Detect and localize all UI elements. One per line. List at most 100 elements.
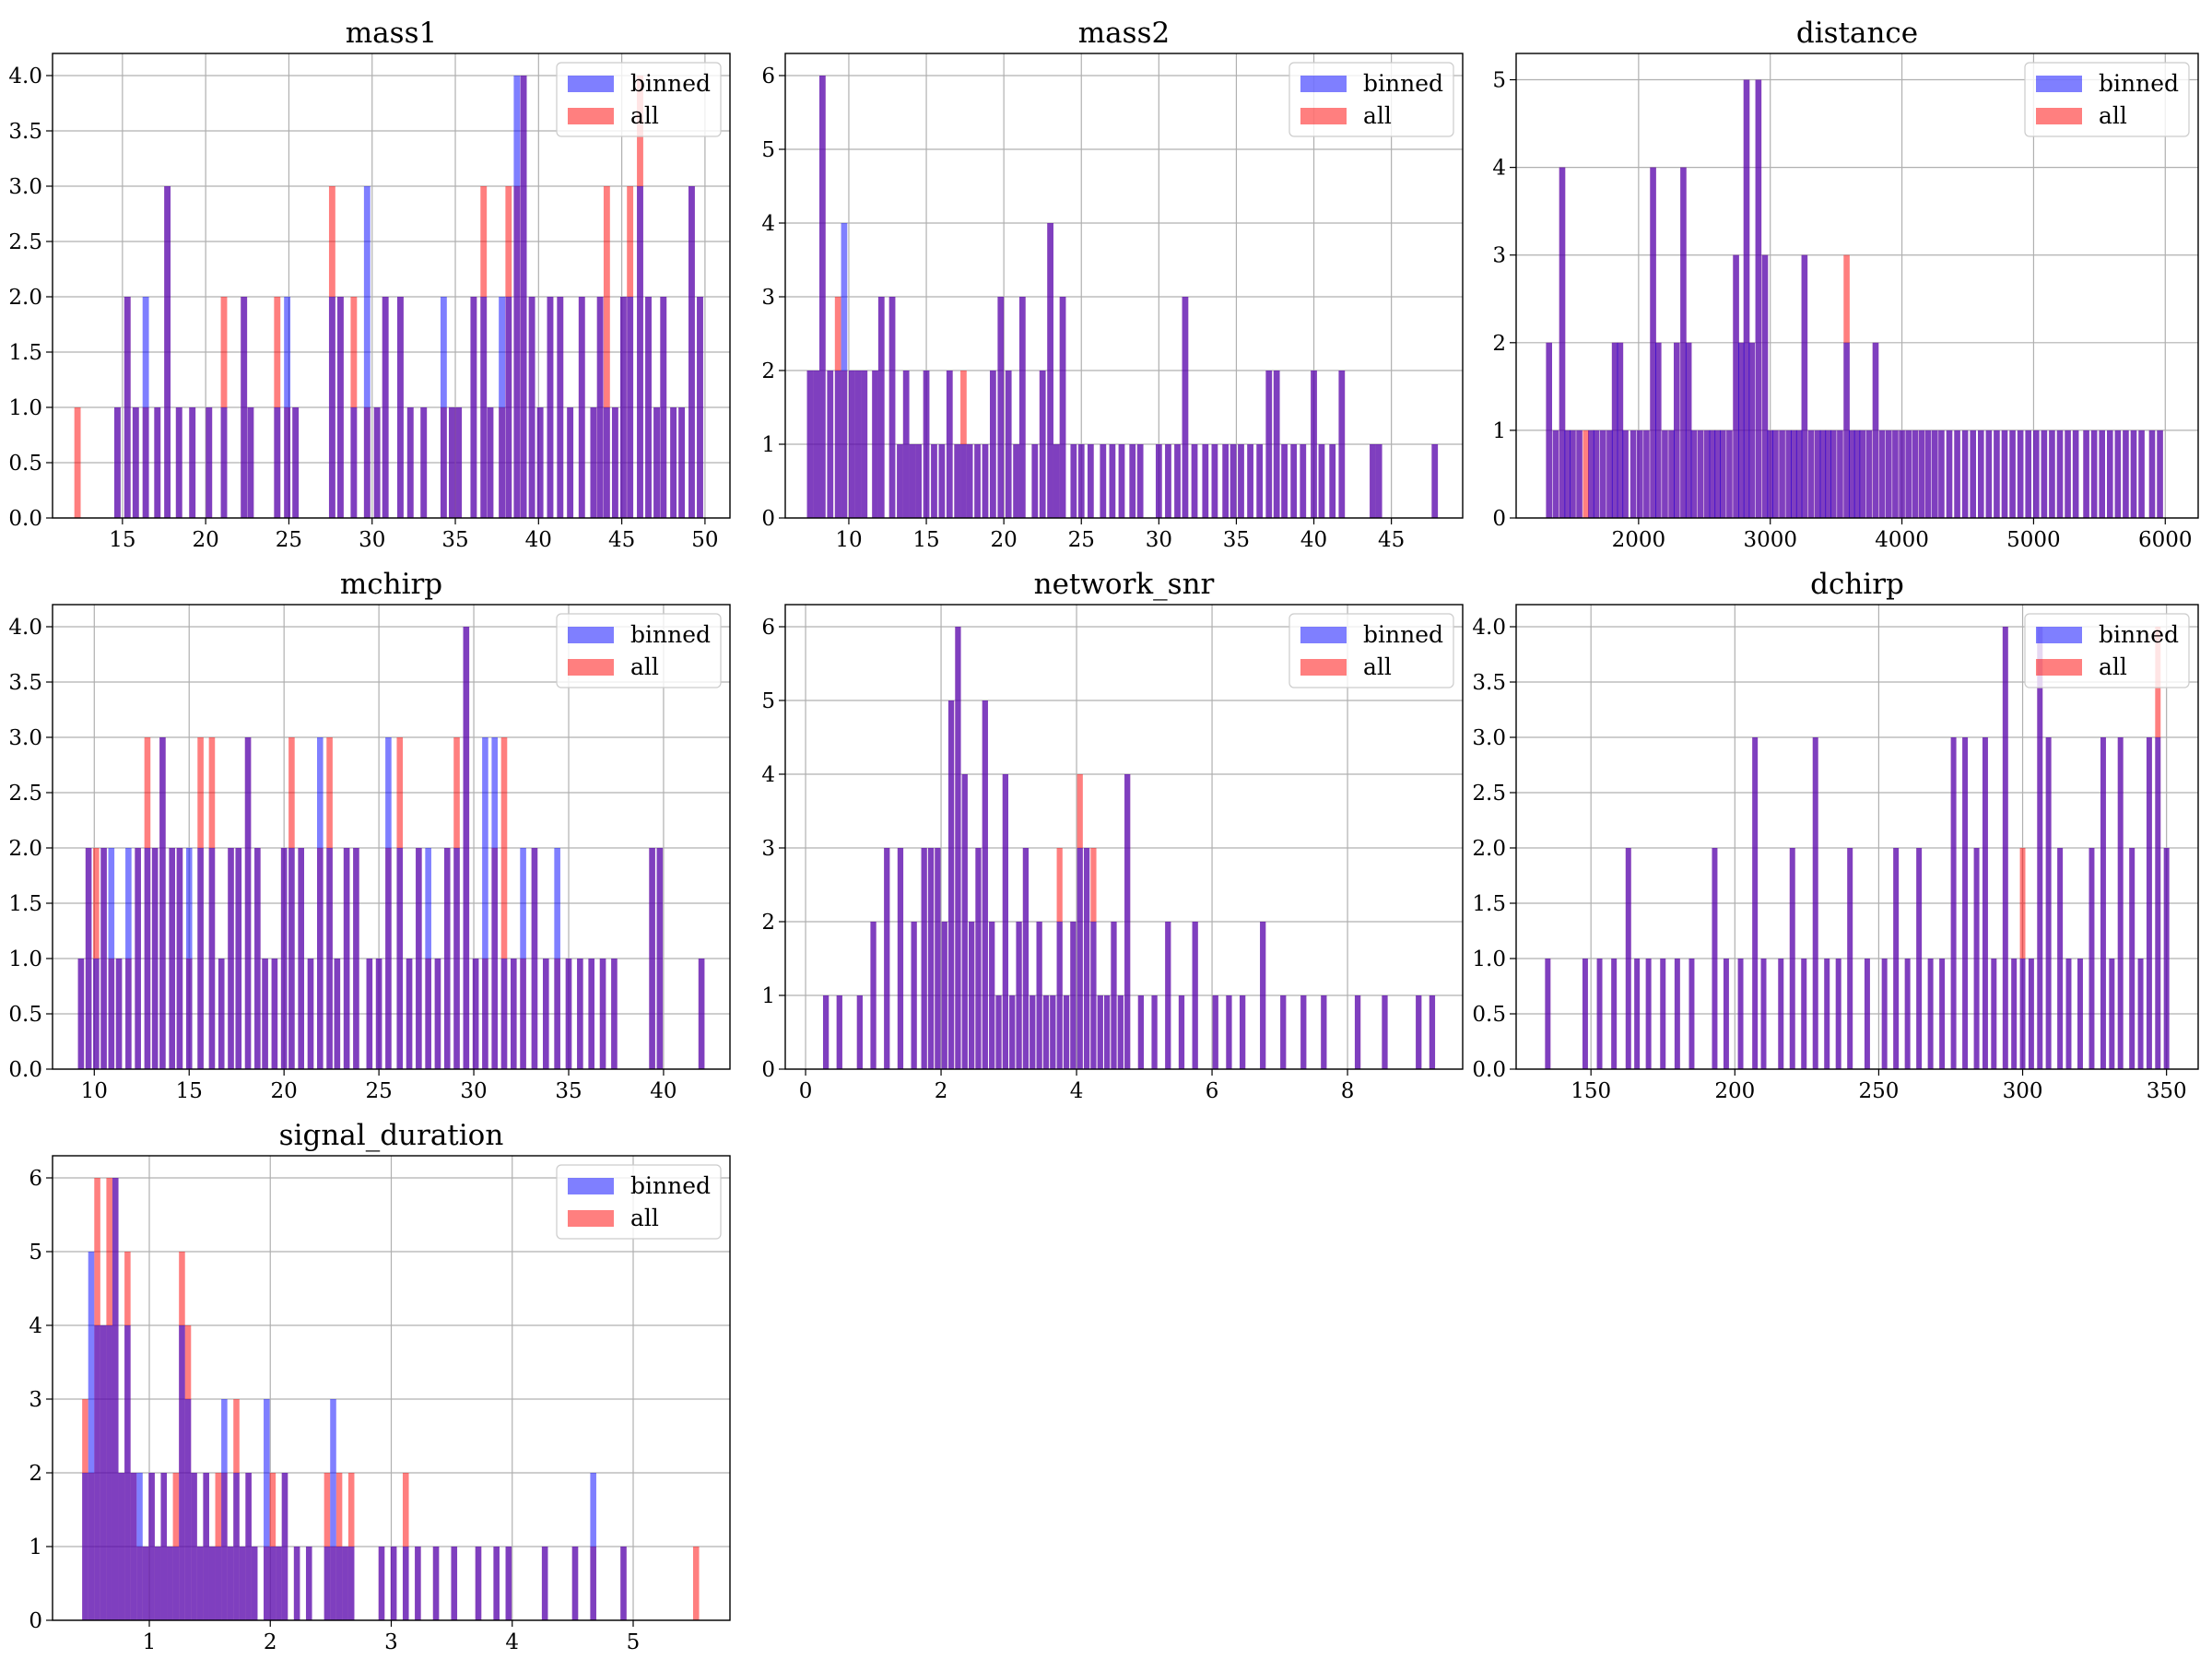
bar-binned (1637, 429, 1643, 518)
bar-binned (1904, 959, 1911, 1069)
bar-binned (1165, 444, 1171, 518)
bar-binned (888, 297, 896, 518)
subplot-title: mchirp (340, 568, 442, 601)
bar-binned (1660, 959, 1666, 1069)
legend-label-all: all (1363, 653, 1392, 680)
bar-binned (531, 848, 538, 1069)
y-tick-label: 3.0 (8, 726, 42, 750)
bar-binned (2017, 429, 2024, 518)
legend-label-binned: binned (2099, 621, 2179, 648)
bar-binned (1668, 429, 1675, 518)
bar-binned (2065, 429, 2071, 518)
x-tick-label: 35 (1223, 528, 1250, 552)
bar-binned (909, 444, 916, 518)
legend-swatch-binned (1300, 76, 1347, 92)
bar-binned (215, 1547, 222, 1620)
bar-binned (611, 407, 618, 518)
bar-binned (264, 1399, 270, 1620)
y-tick-label: 5 (761, 689, 775, 713)
bar-binned (1853, 429, 1861, 518)
bar-binned (390, 1547, 397, 1620)
bar-binned (1124, 774, 1131, 1069)
bar-binned (184, 1399, 192, 1620)
bar-binned (420, 407, 428, 518)
bar-binned (1111, 922, 1117, 1069)
y-tick-label: 1 (761, 984, 775, 1008)
bar-binned (1545, 959, 1551, 1069)
y-tick-label: 2 (761, 359, 775, 383)
bar-binned (233, 1473, 240, 1620)
bar-binned (1318, 444, 1325, 518)
bar-binned (1129, 444, 1136, 518)
bar-binned (1924, 429, 1932, 518)
x-tick-label: 35 (441, 528, 468, 552)
x-tick-label: 250 (1858, 1079, 1899, 1103)
bar-binned (455, 407, 463, 518)
bar-binned (154, 407, 161, 518)
bar-binned (142, 297, 149, 518)
y-tick-label: 0 (761, 507, 775, 531)
bar-binned (656, 848, 664, 1069)
x-tick-label: 10 (81, 1079, 108, 1103)
y-tick-label: 6 (761, 616, 775, 640)
bar-binned (416, 848, 422, 1069)
bar-binned (189, 407, 196, 518)
bar-binned (2117, 737, 2124, 1069)
bar-binned (124, 1325, 131, 1620)
y-tick-label: 3.0 (1472, 726, 1506, 750)
bar-binned (475, 1547, 482, 1620)
bar-binned (94, 1325, 100, 1620)
bar-binned (1042, 995, 1050, 1069)
y-tick-label: 4.0 (1472, 616, 1506, 640)
bar-binned (2045, 737, 2052, 1069)
bar-binned (2072, 429, 2079, 518)
x-tick-label: 45 (608, 528, 635, 552)
bar-binned (1932, 429, 1938, 518)
bar-binned (2025, 429, 2031, 518)
bar-binned (1416, 995, 1422, 1069)
x-tick-label: 6 (1206, 1079, 1219, 1103)
bar-binned (921, 848, 927, 1069)
bar-binned (1961, 429, 1969, 518)
bar-binned (2138, 429, 2145, 518)
legend-swatch-binned (568, 627, 614, 643)
bar-binned (443, 848, 451, 1069)
y-tick-label: 4 (1492, 157, 1506, 181)
bar-binned (1778, 959, 1784, 1069)
x-tick-label: 150 (1571, 1079, 1611, 1103)
legend-swatch-all (1300, 108, 1347, 124)
bar-binned (1039, 371, 1046, 518)
legend-swatch-binned (2036, 627, 2082, 643)
bar-binned (935, 848, 941, 1069)
y-tick-label: 0.5 (8, 1003, 42, 1027)
bar-binned (135, 848, 141, 1069)
bar-binned (208, 848, 216, 1069)
y-tick-label: 1.0 (8, 947, 42, 971)
bar-binned (1117, 995, 1124, 1069)
bar-binned (1847, 848, 1853, 1069)
bar-binned (1260, 922, 1266, 1069)
y-tick-label: 2.0 (1472, 837, 1506, 861)
bar-binned (1938, 429, 1945, 518)
subplot-mass1: mass1 15 20 25 30 35 40 45 50 0.0 0.5 1.0 1.5 2.0 2.5 3… (8, 17, 731, 552)
subplot-title: dchirp (1810, 568, 1904, 601)
bar-binned (577, 959, 583, 1069)
bar-binned (1881, 959, 1888, 1069)
bar-binned (396, 848, 404, 1069)
x-tick-label: 2000 (1612, 528, 1666, 552)
x-tick-label: 2 (264, 1630, 277, 1654)
bar-binned (2077, 959, 2083, 1069)
bar-binned (221, 1399, 228, 1620)
bar-binned (536, 407, 544, 518)
bar-binned (1182, 297, 1189, 518)
bar-binned (164, 186, 171, 518)
bar-binned (373, 407, 381, 518)
bar-binned (1611, 342, 1618, 518)
bar-binned (1927, 959, 1934, 1069)
bar-binned (520, 848, 526, 1069)
bar-binned (1801, 959, 1807, 1069)
bar-binned (1843, 342, 1850, 518)
bar-binned (1837, 429, 1843, 518)
y-tick-label: 2 (1492, 332, 1506, 356)
bar-binned (1600, 429, 1606, 518)
